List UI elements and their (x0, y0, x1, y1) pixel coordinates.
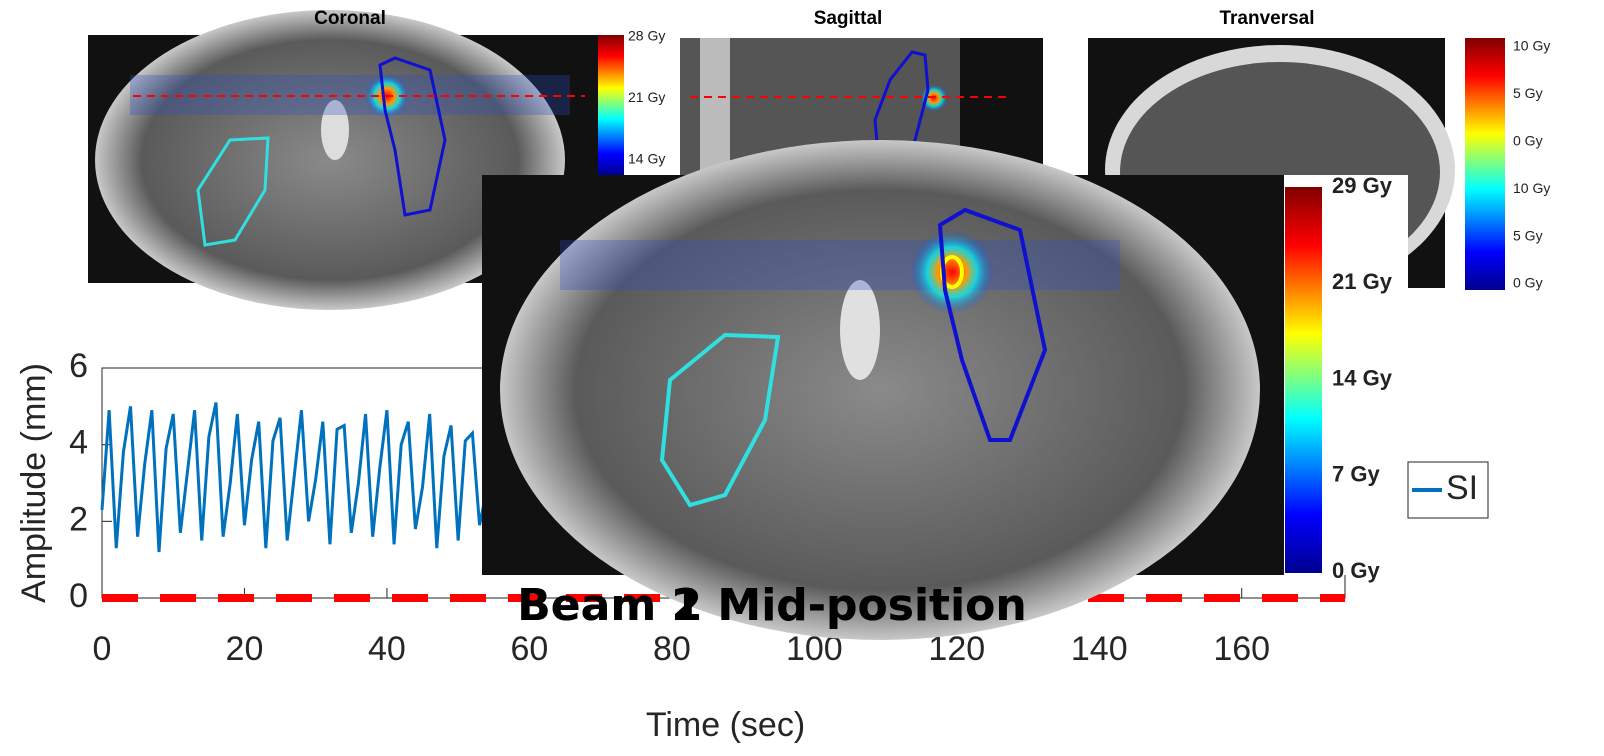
x-axis-label: Time (sec) (646, 706, 805, 744)
y-tick-label: 4 (69, 424, 88, 462)
figure: 0246020406080100120140160Time (sec)Ampli… (0, 0, 1604, 756)
colorbar-label: 0 Gy (1513, 275, 1543, 291)
panel-title: Coronal (314, 8, 386, 29)
colorbar-label: 14 Gy (1332, 365, 1393, 390)
x-tick-label: 20 (226, 630, 264, 668)
y-tick-label: 0 (69, 577, 88, 615)
y-tick-label: 6 (69, 347, 88, 385)
colorbar-label: 29 Gy (1332, 173, 1393, 198)
y-axis-label: Amplitude (mm) (15, 363, 53, 603)
dose-spot (910, 230, 994, 314)
colorbar-label: 0 Gy (1332, 558, 1380, 583)
dose-band (560, 240, 1120, 290)
x-tick-label: 0 (93, 630, 112, 668)
colorbar-label: 14 Gy (628, 151, 665, 167)
x-tick-label: 160 (1213, 630, 1270, 668)
colorbar-label: 28 Gy (628, 28, 665, 44)
legend-label: SI (1446, 469, 1478, 507)
colorbar-label: 21 Gy (628, 89, 665, 105)
colorbar-label: 0 Gy (1513, 133, 1543, 149)
colorbar-label: 10 Gy (1513, 38, 1550, 54)
colorbar (598, 35, 624, 175)
colorbar-label: 5 Gy (1513, 85, 1543, 101)
x-tick-label: 40 (368, 630, 406, 668)
x-tick-label: 80 (653, 630, 691, 668)
x-tick-label: 60 (510, 630, 548, 668)
y-tick-label: 2 (69, 500, 88, 538)
colorbar-label: 21 Gy (1332, 269, 1393, 294)
caption: Beam 2 Mid-position (517, 580, 1026, 631)
colorbar-label: 7 Gy (1332, 462, 1380, 487)
body (500, 140, 1260, 640)
colorbar-label: 5 Gy (1513, 227, 1543, 243)
colorbar (1285, 187, 1322, 573)
spine (840, 280, 880, 380)
tissue (700, 38, 730, 175)
colorbar (1465, 38, 1505, 290)
panel-title: Tranversal (1219, 8, 1314, 29)
panel-title: Sagittal (814, 8, 883, 29)
colorbar-label: 10 Gy (1513, 180, 1550, 196)
legend: SI (1408, 462, 1488, 518)
x-tick-label: 140 (1071, 630, 1128, 668)
